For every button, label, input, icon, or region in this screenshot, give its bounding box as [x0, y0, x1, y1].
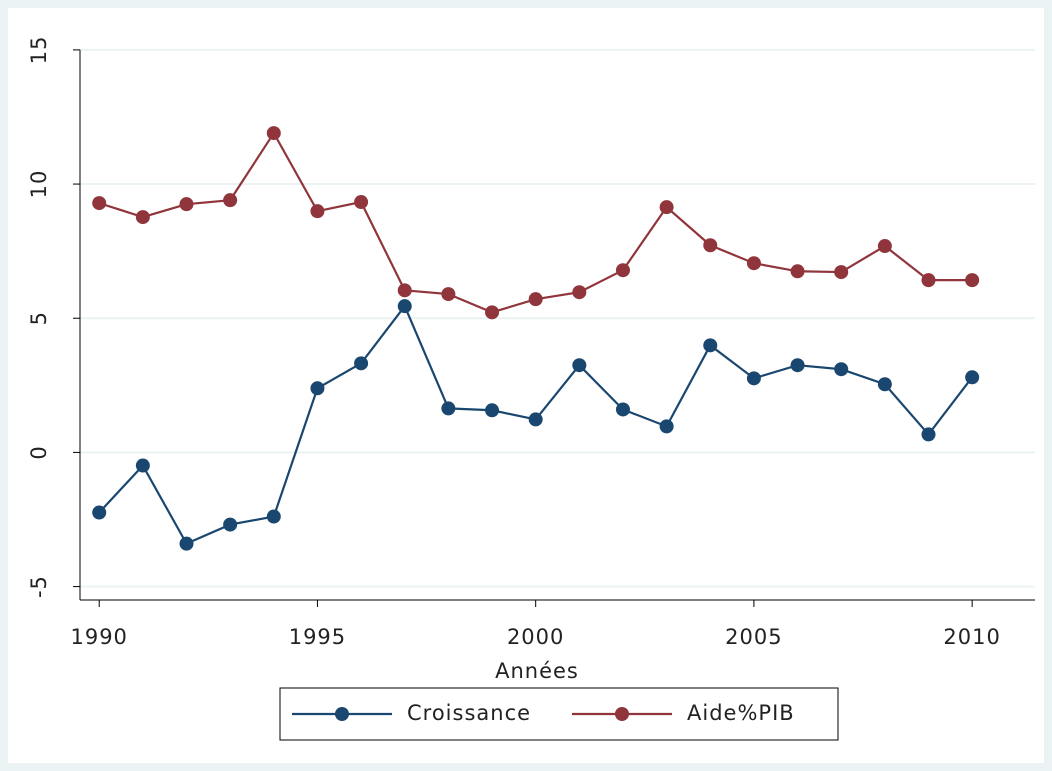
data-point — [92, 505, 107, 520]
data-point — [790, 358, 805, 373]
data-point — [572, 285, 587, 300]
data-point — [834, 362, 849, 377]
data-point — [354, 195, 369, 210]
data-point — [92, 196, 107, 211]
legend-marker — [615, 707, 629, 721]
data-point — [965, 370, 980, 385]
data-point — [310, 381, 325, 396]
data-point — [485, 305, 500, 320]
data-point — [703, 338, 718, 353]
data-point — [135, 210, 150, 225]
data-point — [397, 299, 412, 314]
legend-label: Croissance — [407, 701, 531, 725]
data-point — [441, 287, 456, 302]
y-tick-label: 5 — [27, 311, 51, 325]
data-point — [703, 238, 718, 253]
data-point — [528, 412, 543, 427]
data-point — [921, 273, 936, 288]
y-tick-label: -5 — [27, 575, 51, 598]
data-point — [877, 377, 892, 392]
data-point — [746, 256, 761, 271]
data-point — [179, 197, 194, 212]
data-point — [310, 204, 325, 219]
x-tick-label: 1990 — [70, 625, 127, 649]
data-point — [659, 200, 674, 215]
x-axis-label: Années — [495, 659, 579, 683]
data-point — [354, 356, 369, 371]
data-point — [266, 509, 281, 524]
y-tick-label: 10 — [27, 170, 51, 199]
data-point — [965, 273, 980, 288]
data-point — [441, 401, 456, 416]
legend-marker — [335, 707, 349, 721]
data-point — [877, 239, 892, 254]
data-point — [615, 402, 630, 417]
x-tick-label: 1995 — [289, 625, 346, 649]
data-point — [790, 264, 805, 279]
data-point — [179, 536, 194, 551]
data-point — [135, 458, 150, 473]
data-point — [223, 517, 238, 532]
data-point — [659, 419, 674, 434]
data-point — [397, 283, 412, 298]
y-tick-label: 0 — [27, 445, 51, 459]
data-point — [266, 126, 281, 141]
x-tick-label: 2010 — [943, 625, 1000, 649]
x-tick-label: 2005 — [725, 625, 782, 649]
data-point — [834, 265, 849, 280]
graph-region — [8, 8, 1044, 763]
data-point — [746, 371, 761, 386]
data-point — [485, 403, 500, 418]
data-point — [921, 427, 936, 442]
legend-label: Aide%PIB — [687, 701, 795, 725]
y-tick-label: 15 — [27, 36, 51, 65]
x-tick-label: 2000 — [507, 625, 564, 649]
data-point — [615, 263, 630, 278]
data-point — [223, 193, 238, 208]
data-point — [528, 292, 543, 307]
data-point — [572, 358, 587, 373]
